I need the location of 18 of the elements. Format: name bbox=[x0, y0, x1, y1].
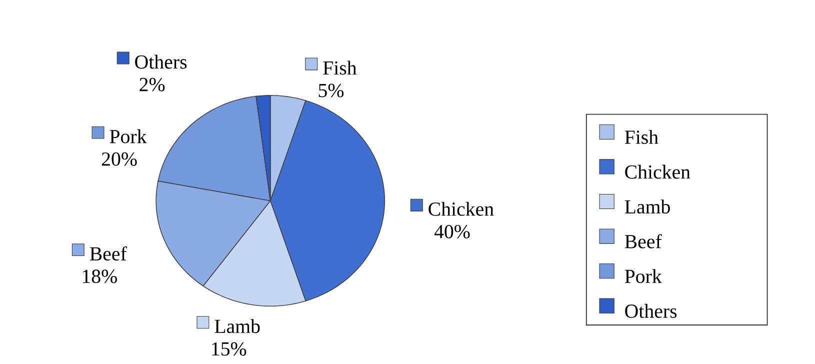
category-label: Fish bbox=[624, 130, 658, 144]
category-label: Chicken bbox=[625, 164, 690, 179]
category-label: Beef bbox=[624, 234, 662, 248]
data-label: 20% bbox=[102, 152, 137, 166]
legend-label: Others bbox=[135, 54, 187, 69]
legend-label: Fish bbox=[323, 60, 357, 75]
data-label: 18% bbox=[82, 270, 117, 284]
legend-label: Chicken bbox=[428, 202, 494, 216]
data-label: 15% bbox=[212, 342, 246, 356]
data-label: 5% bbox=[318, 84, 344, 98]
legend-label: Lamb bbox=[214, 319, 260, 334]
category-label: Pork bbox=[624, 269, 662, 284]
category-label: Lamb bbox=[624, 200, 670, 214]
legend-label: Beef bbox=[90, 246, 127, 261]
category-label: Others bbox=[625, 304, 677, 318]
data-label: 2% bbox=[140, 78, 165, 92]
legend-label: Pork bbox=[110, 129, 147, 144]
data-label: 40% bbox=[434, 225, 470, 239]
